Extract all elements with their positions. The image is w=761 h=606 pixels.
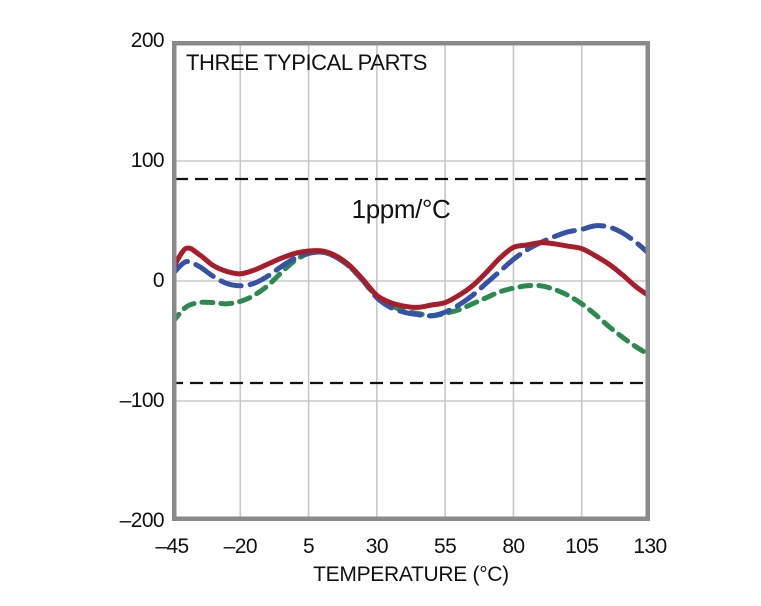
- y-tick-label: 0: [152, 269, 165, 292]
- y-tick-label: 100: [130, 149, 165, 172]
- curve-part-3: [172, 249, 650, 358]
- y-tick-label: –200: [119, 509, 165, 532]
- x-axis-title: TEMPERATURE (°C): [313, 563, 509, 586]
- gridlines: [176, 45, 646, 517]
- x-tick-label: –20: [223, 535, 258, 558]
- chart-title: THREE TYPICAL PARTS: [186, 50, 427, 75]
- y-tick-label: 200: [130, 29, 165, 52]
- curves: [172, 223, 650, 358]
- x-tick-label: 105: [565, 535, 599, 558]
- band-annotation: 1ppm/°C: [351, 194, 451, 224]
- curve-part-2: [172, 223, 650, 319]
- x-tick-label: 80: [502, 535, 525, 558]
- chart-plot-area: [172, 41, 650, 521]
- x-tick-label: –45: [155, 535, 189, 558]
- x-tick-label: 55: [434, 535, 457, 558]
- plot-frame: [172, 41, 650, 521]
- x-tick-label: 5: [303, 535, 315, 558]
- x-tick-label: 130: [633, 535, 667, 558]
- curve-part-1: [172, 240, 650, 310]
- x-tick-label: 30: [365, 535, 389, 558]
- y-tick-label: –100: [119, 389, 165, 412]
